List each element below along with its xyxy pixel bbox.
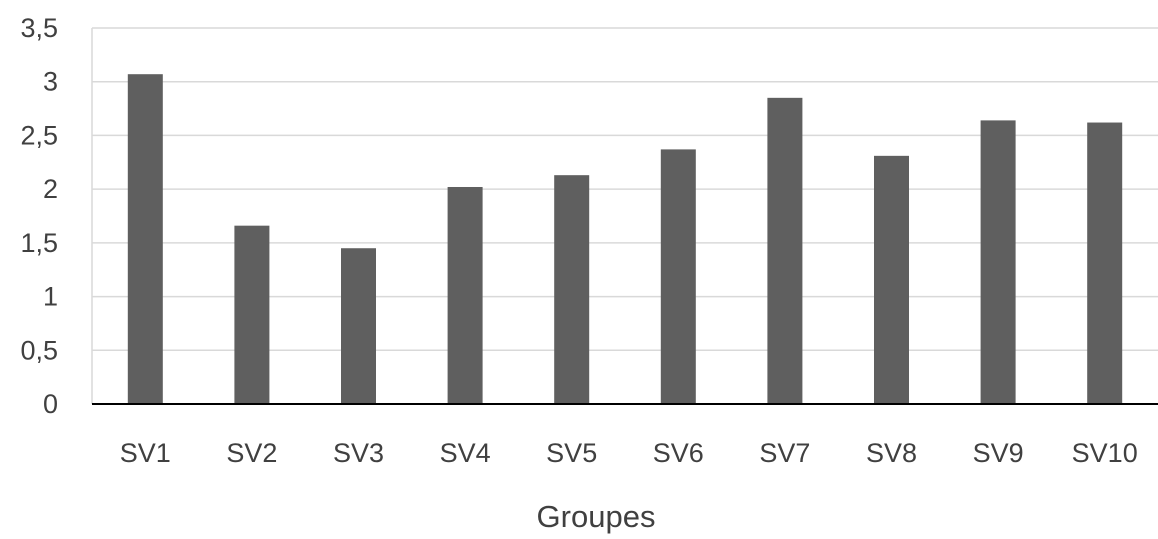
y-tick-label: 1 — [43, 282, 58, 312]
bar-sv9 — [980, 120, 1016, 404]
x-tick-label: SV3 — [333, 438, 384, 468]
x-tick-label: SV6 — [653, 438, 704, 468]
x-tick-label: SV9 — [973, 438, 1024, 468]
bar-sv8 — [874, 155, 909, 404]
bars — [127, 74, 1123, 405]
y-tick-label: 3,5 — [20, 13, 58, 43]
x-tick-label: SV8 — [866, 438, 917, 468]
x-tick-label: SV10 — [1072, 438, 1138, 468]
y-tick-label: 0 — [43, 389, 58, 419]
bar-sv5 — [554, 175, 590, 404]
y-tick-label: 0,5 — [20, 335, 58, 365]
bar-sv7 — [767, 97, 803, 404]
bar-sv2 — [234, 225, 270, 404]
axes — [91, 28, 1158, 405]
bar-sv1 — [127, 74, 163, 405]
x-tick-label: SV2 — [226, 438, 277, 468]
gridlines — [92, 27, 1158, 352]
x-tick-label: SV5 — [546, 438, 597, 468]
bar-sv10 — [1087, 122, 1123, 404]
x-axis-title: Groupes — [537, 499, 656, 534]
x-tick-label: SV4 — [440, 438, 491, 468]
tick-labels: 0 0,5 1 1,5 2 2,5 3 3,5 SV1 SV2 SV3 SV4 SV5 SV6 SV7 SV8… — [20, 13, 1137, 468]
y-tick-label: 3 — [43, 67, 58, 97]
y-tick-label: 2 — [43, 174, 58, 204]
x-tick-label: SV1 — [120, 438, 171, 468]
x-tick-label: SV7 — [759, 438, 810, 468]
bar-sv3 — [341, 248, 376, 404]
bar-sv4 — [447, 186, 483, 404]
bar-sv6 — [660, 149, 696, 404]
y-tick-label: 2,5 — [20, 120, 58, 150]
y-tick-label: 1,5 — [20, 228, 58, 258]
